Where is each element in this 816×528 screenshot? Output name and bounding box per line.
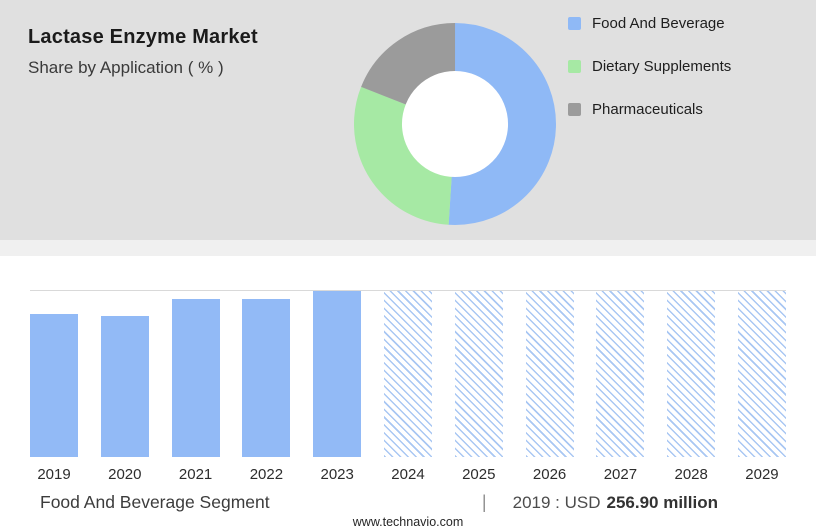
legend: Food And Beverage Dietary Supplements Phar… xyxy=(568,12,731,141)
stat: 2019 : USD 256.90 million xyxy=(513,493,718,513)
section-divider xyxy=(0,240,816,256)
bar-track xyxy=(454,291,503,457)
legend-swatch xyxy=(568,16,581,30)
legend-swatch xyxy=(568,102,581,116)
x-axis-label: 2029 xyxy=(745,466,779,483)
website-link[interactable]: www.technavio.com xyxy=(352,515,464,528)
legend-item-label: Food And Beverage xyxy=(592,14,725,32)
header: Lactase Enzyme Market Share by Applicati… xyxy=(28,26,258,78)
legend-item: Dietary Supplements xyxy=(568,55,731,77)
x-axis-label: 2020 xyxy=(108,466,142,483)
bar-track xyxy=(596,291,645,457)
bar-column: 2027 xyxy=(596,291,645,483)
bar-column: 2026 xyxy=(525,291,574,483)
bar-column: 2029 xyxy=(737,291,786,483)
bar-chart: 2019 2020 2021 2022 2023 2024 2025 2026 2027 2028… xyxy=(30,290,786,483)
page-title: Lactase Enzyme Market xyxy=(28,26,258,48)
x-axis-label: 2023 xyxy=(320,466,354,483)
separator: | xyxy=(481,492,487,512)
bar-column: 2021 xyxy=(171,291,220,483)
x-axis-label: 2028 xyxy=(674,466,708,483)
bar-chart-section: 2019 2020 2021 2022 2023 2024 2025 2026 2027 2028… xyxy=(0,290,816,528)
bar-2020 xyxy=(100,315,149,457)
legend-item-label: Dietary Supplements xyxy=(592,57,732,75)
bar-column: 2020 xyxy=(100,291,149,483)
bar-column: 2024 xyxy=(383,291,432,483)
stat-prefix: 2019 : USD xyxy=(512,493,601,512)
bar-track xyxy=(100,291,149,457)
legend-item-label: Pharmaceuticals xyxy=(592,100,703,118)
segment-label: Food And Beverage Segment xyxy=(40,492,270,512)
bar-track xyxy=(313,291,362,457)
x-axis-label: 2022 xyxy=(249,466,284,483)
bar-track xyxy=(737,291,786,457)
donut-chart-svg xyxy=(354,23,556,225)
forecast-bar-2027 xyxy=(596,291,645,457)
forecast-bar-2026 xyxy=(525,291,574,457)
bar-track xyxy=(242,291,291,457)
bar-2021 xyxy=(171,299,220,457)
donut-hole xyxy=(401,70,509,178)
bar-column: 2028 xyxy=(667,291,716,483)
x-axis-label: 2026 xyxy=(532,466,567,483)
top-section: Lactase Enzyme Market Share by Applicati… xyxy=(0,0,816,240)
bar-column: 2019 xyxy=(30,291,78,483)
page-subtitle: Share by Application ( % ) xyxy=(28,58,224,77)
x-axis-label: 2024 xyxy=(391,466,425,483)
x-axis-label: 2027 xyxy=(603,466,638,483)
forecast-bar-2029 xyxy=(737,291,786,457)
bar-column: 2022 xyxy=(242,291,291,483)
bar-2019 xyxy=(30,314,78,457)
x-axis-label: 2025 xyxy=(462,466,496,483)
bar-column: 2023 xyxy=(313,291,362,483)
forecast-bar-2024 xyxy=(383,291,432,457)
bar-2023 xyxy=(313,291,362,457)
donut-chart xyxy=(354,23,556,225)
x-axis-label: 2019 xyxy=(37,466,71,483)
forecast-bar-2028 xyxy=(667,291,716,457)
bar-track xyxy=(30,291,78,457)
footer-row: Food And Beverage Segment | 2019 : USD 25… xyxy=(0,492,816,513)
bar-track xyxy=(383,291,432,457)
bar-column: 2025 xyxy=(454,291,503,483)
bar-track xyxy=(525,291,574,457)
bar-track xyxy=(171,291,220,457)
legend-swatch xyxy=(568,59,581,73)
x-axis-label: 2021 xyxy=(178,466,213,483)
forecast-bar-2025 xyxy=(454,291,503,457)
legend-item: Pharmaceuticals xyxy=(568,98,731,120)
bar-track xyxy=(667,291,716,457)
stat-value: 256.90 million xyxy=(606,493,719,512)
bar-2022 xyxy=(242,299,291,457)
donut-segment xyxy=(354,23,556,225)
legend-item: Food And Beverage xyxy=(568,12,731,34)
